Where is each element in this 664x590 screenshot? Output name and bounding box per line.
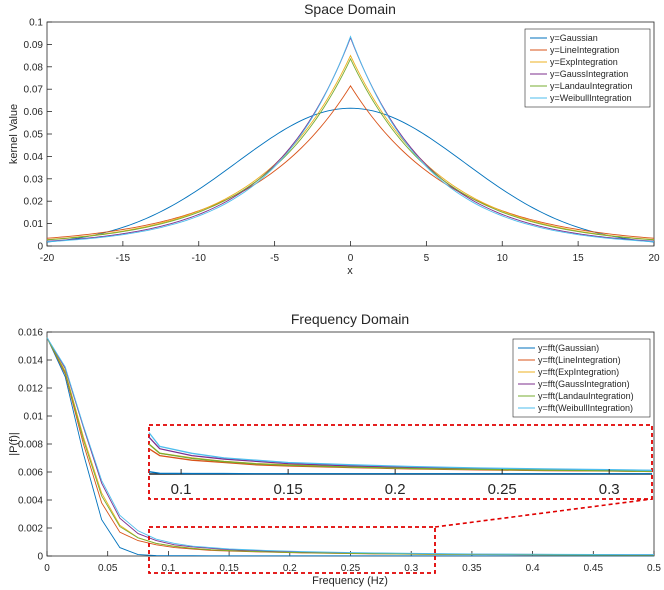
- frequency-y-tick-label: 0.016: [18, 328, 43, 339]
- space-x-tick-label: 0: [348, 253, 354, 264]
- zoom-x-tick-label: 0.25: [488, 481, 517, 498]
- frequency-y-tick-label: 0.008: [18, 440, 43, 451]
- zoom-series-line-5: [148, 432, 653, 471]
- space-x-tick-label: 5: [424, 253, 430, 264]
- frequency-series-line-5: [46, 337, 654, 556]
- space-legend-box: [524, 28, 651, 108]
- space-x-tick-label: 20: [648, 253, 660, 264]
- frequency-legend-label: y=fft(Gaussian): [538, 343, 599, 353]
- frequency-x-tick-label: 0.45: [584, 563, 604, 574]
- frequency-x-tick-label: 0.05: [98, 563, 118, 574]
- frequency-y-tick-label: 0.004: [18, 496, 43, 507]
- frequency-legend-label: y=fft(LineIntegration): [538, 355, 621, 365]
- space-chart-ylabel: kernel Value: [8, 104, 20, 164]
- frequency-x-tick-label: 0.1: [161, 563, 175, 574]
- frequency-x-tick-label: 0.3: [404, 563, 418, 574]
- space-series-line-0: [46, 107, 655, 243]
- zoom-series-line-0: [148, 471, 652, 475]
- space-legend-label: y=Gaussian: [550, 33, 598, 43]
- space-x-tick-label: -20: [40, 253, 55, 264]
- space-y-tick-label: 0.02: [24, 197, 44, 208]
- space-legend-label: y=LineIntegration: [550, 45, 619, 55]
- zoom-x-tick-label: 0.2: [385, 481, 406, 498]
- frequency-chart-ylabel: |P(f)|: [8, 432, 20, 455]
- space-y-tick-label: 0.08: [24, 62, 44, 73]
- space-y-tick-label: 0.06: [24, 107, 44, 118]
- frequency-x-tick-label: 0.5: [647, 563, 661, 574]
- frequency-legend-label: y=fft(WeibullIntegration): [538, 403, 633, 413]
- space-x-tick-label: 15: [573, 253, 585, 264]
- space-legend: y=Gaussian y=LineIntegration y=ExpIntegrat…: [524, 28, 651, 108]
- frequency-legend-label: y=fft(ExpIntegration): [538, 367, 619, 377]
- space-y-tick-label: 0.01: [24, 219, 44, 230]
- space-legend-label: y=ExpIntegration: [550, 57, 618, 67]
- space-y-tick-label: 0.07: [24, 85, 44, 96]
- frequency-series-line-0: [46, 337, 654, 557]
- zoom-x-tick-label: 0.3: [599, 481, 620, 498]
- space-series-line-4: [46, 57, 655, 241]
- space-y-tick-label: 0: [37, 242, 43, 253]
- space-legend-label: y=WeibullIntegration: [550, 93, 632, 103]
- space-chart-title: Space Domain: [304, 1, 396, 17]
- space-y-tick-label: 0.09: [24, 40, 44, 51]
- space-series-line-2: [46, 54, 655, 241]
- frequency-y-tick-label: 0.012: [18, 384, 43, 395]
- space-x-tick-label: 10: [497, 253, 509, 264]
- frequency-y-tick-label: 0: [37, 552, 43, 563]
- space-y-tick-label: 0.03: [24, 174, 44, 185]
- frequency-chart-title: Frequency Domain: [291, 311, 409, 327]
- space-y-tick-label: 0.04: [24, 152, 44, 163]
- space-y-tick-label: 0.1: [29, 18, 43, 29]
- zoom-selection-box: [148, 526, 436, 574]
- space-legend-label: y=LandauIntegration: [550, 81, 632, 91]
- frequency-legend-label: y=fft(GaussIntegration): [538, 379, 630, 389]
- frequency-chart-xlabel: Frequency (Hz): [312, 575, 388, 587]
- space-x-tick-label: -15: [116, 253, 131, 264]
- frequency-y-tick-label: 0.002: [18, 524, 43, 535]
- zoom-connector-line: [434, 498, 653, 528]
- frequency-x-tick-label: 0.15: [219, 563, 239, 574]
- frequency-x-tick-label: 0.4: [526, 563, 540, 574]
- frequency-legend-label: y=fft(LandauIntegration): [538, 391, 634, 401]
- space-domain-chart: Space Domain -20 -15 -10 -5 0 5 10 15 20 0 0.01 0.0…: [8, 1, 660, 277]
- space-x-tick-label: -10: [192, 253, 207, 264]
- frequency-x-tick-label: 0: [44, 563, 50, 574]
- space-x-tick-label: -5: [270, 253, 279, 264]
- space-y-tick-label: 0.05: [24, 130, 44, 141]
- space-series-line-5: [46, 35, 655, 243]
- frequency-y-tick-label: 0.014: [18, 356, 43, 367]
- frequency-legend-box: [512, 338, 651, 418]
- zoom-x-tick-label: 0.1: [171, 481, 192, 498]
- zoom-series-line-4: [148, 443, 653, 472]
- zoom-x-tick-label: 0.15: [274, 481, 303, 498]
- frequency-domain-chart: Frequency Domain 0 0.05 0.1 0.15 0.2 0.25 0.3 0…: [8, 311, 661, 587]
- frequency-y-tick-label: 0.01: [24, 412, 44, 423]
- frequency-x-tick-label: 0.35: [462, 563, 482, 574]
- frequency-legend: y=fft(Gaussian) y=fft(LineIntegration) y=f…: [512, 338, 651, 418]
- zoom-inset: 0.1 0.15 0.2 0.25 0.3: [148, 424, 653, 574]
- space-chart-xlabel: x: [347, 265, 353, 277]
- frequency-x-tick-label: 0.25: [341, 563, 361, 574]
- frequency-y-tick-label: 0.006: [18, 468, 43, 479]
- space-legend-label: y=GaussIntegration: [550, 69, 628, 79]
- space-series-line-1: [46, 85, 655, 239]
- frequency-x-tick-label: 0.2: [283, 563, 297, 574]
